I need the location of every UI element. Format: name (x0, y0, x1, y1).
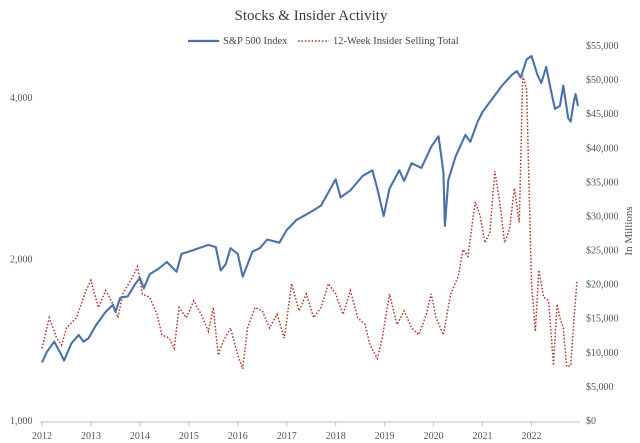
x-axis-ticks: 2012 2013 2014 2015 2016 2017 2018 2019 2020 2021… (32, 422, 541, 442)
right-tick-label: $40,000 (586, 143, 619, 154)
right-tick-label: $50,000 (586, 75, 619, 86)
series-line-insider-selling (41, 75, 578, 370)
right-tick-label: $0 (586, 416, 596, 427)
x-tick-label: 2012 (32, 431, 52, 442)
right-axis-ticks: $0 $5,000 $10,000 $15,000 $20,000 $25,000 $30,… (586, 41, 619, 427)
right-axis-label: In Millions (623, 206, 635, 255)
left-tick-label: 2,000 (10, 254, 33, 265)
legend: S&P 500 Index 12-Week Insider Selling To… (188, 36, 459, 47)
right-tick-label: $5,000 (586, 382, 614, 393)
right-tick-label: $15,000 (586, 314, 619, 325)
left-tick-label: 4,000 (10, 93, 33, 104)
right-tick-label: $10,000 (586, 348, 619, 359)
right-tick-label: $20,000 (586, 280, 619, 291)
legend-label-insider-selling: 12-Week Insider Selling Total (333, 36, 459, 47)
x-tick-label: 2017 (277, 431, 297, 442)
x-tick-label: 2019 (375, 431, 395, 442)
chart-title: Stocks & Insider Activity (235, 8, 388, 24)
x-tick-label: 2015 (179, 431, 199, 442)
right-tick-label: $35,000 (586, 177, 619, 188)
x-tick-label: 2014 (130, 431, 150, 442)
x-tick-label: 2021 (473, 431, 493, 442)
left-tick-label: 1,000 (10, 416, 33, 427)
legend-label-sp500: S&P 500 Index (223, 36, 288, 47)
right-tick-label: $30,000 (586, 211, 619, 222)
x-tick-label: 2013 (81, 431, 101, 442)
series-line-sp500 (41, 54, 580, 363)
x-tick-label: 2020 (424, 431, 444, 442)
x-tick-label: 2018 (326, 431, 346, 442)
left-axis-ticks: 1,000 2,000 4,000 (10, 93, 33, 427)
x-tick-label: 2016 (228, 431, 248, 442)
right-tick-label: $45,000 (586, 109, 619, 120)
right-tick-label: $25,000 (586, 246, 619, 257)
x-tick-label: 2022 (521, 431, 541, 442)
right-tick-label: $55,000 (586, 41, 619, 52)
